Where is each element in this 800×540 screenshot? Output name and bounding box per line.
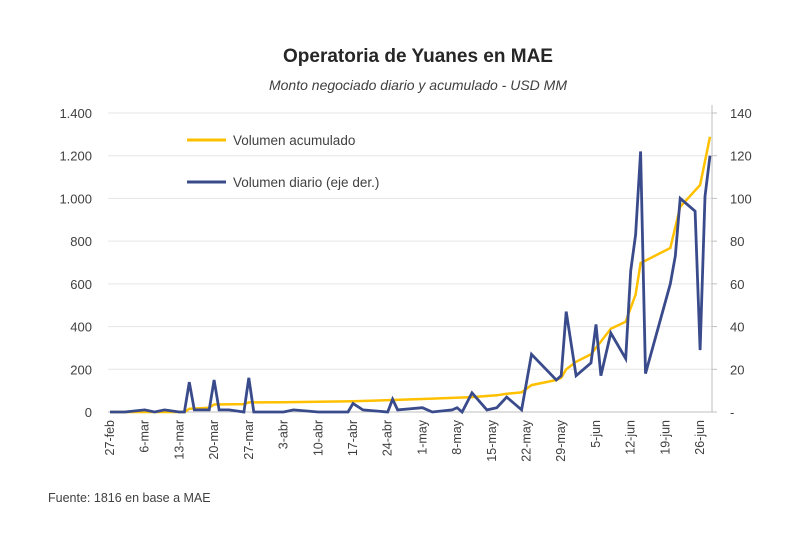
- y-right-tick-label: 60: [730, 277, 744, 292]
- source-note: Fuente: 1816 en base a MAE: [48, 491, 211, 505]
- x-tick-label: 27-feb: [103, 420, 117, 455]
- x-tick-label: 15-may: [485, 419, 499, 461]
- x-tick-label: 26-jun: [693, 420, 707, 455]
- y-left-tick-label: 1.000: [59, 191, 92, 206]
- y-right-tick-label: 40: [730, 320, 744, 335]
- legend-label-diario: Volumen diario (eje der.): [233, 175, 379, 190]
- y-right-tick-label: 80: [730, 234, 744, 249]
- axes: 0 - 200 20 400 40 600 60 800 80 1.000 100 1.200 120 1.…: [59, 105, 752, 462]
- series-lines: [110, 136, 712, 415]
- y-left-tick-label: 800: [70, 234, 92, 249]
- x-tick-label: 1-may: [415, 419, 429, 454]
- y-left-tick-label: 1.400: [59, 106, 92, 121]
- x-tick-label: 5-jun: [589, 420, 603, 448]
- legend-label-acumulado: Volumen acumulado: [233, 133, 355, 148]
- y-left-tick-label: 200: [70, 362, 92, 377]
- x-tick-label: 20-mar: [207, 420, 221, 460]
- y-left-tick-label: 1.200: [59, 149, 92, 164]
- x-tick-label: 19-jun: [658, 420, 672, 455]
- y-right-tick-label: 140: [730, 106, 752, 121]
- chart-title: Operatoria de Yuanes en MAE: [283, 46, 553, 67]
- legend: Volumen acumulado Volumen diario (eje de…: [187, 133, 379, 190]
- x-tick-label: 27-mar: [242, 420, 256, 460]
- y-left-tick-label: 400: [70, 320, 92, 335]
- x-tick-label: 13-mar: [172, 420, 186, 460]
- y-right-tick-label: -: [730, 405, 734, 420]
- x-tick-label: 24-abr: [381, 420, 395, 456]
- x-tick-label: 6-mar: [138, 420, 152, 453]
- series-line-volumen-diario: [110, 151, 712, 415]
- x-tick-label: 8-may: [450, 419, 464, 454]
- gridlines: [108, 112, 712, 370]
- chart-subtitle: Monto negociado diario y acumulado - USD…: [269, 77, 567, 93]
- series-line-volumen-acumulado: [110, 136, 712, 414]
- x-tick-label: 3-abr: [277, 420, 291, 449]
- y-left-tick-label: 600: [70, 277, 92, 292]
- y-left-tick-label: 0: [85, 405, 92, 420]
- y-right-tick-label: 100: [730, 191, 752, 206]
- y-right-tick-label: 20: [730, 362, 744, 377]
- x-tick-label: 29-may: [554, 419, 568, 461]
- x-tick-label: 12-jun: [624, 420, 638, 455]
- x-tick-label: 10-abr: [311, 420, 325, 456]
- y-right-tick-label: 120: [730, 149, 752, 164]
- x-tick-label: 17-abr: [346, 420, 360, 456]
- x-tick-label: 22-may: [520, 419, 534, 461]
